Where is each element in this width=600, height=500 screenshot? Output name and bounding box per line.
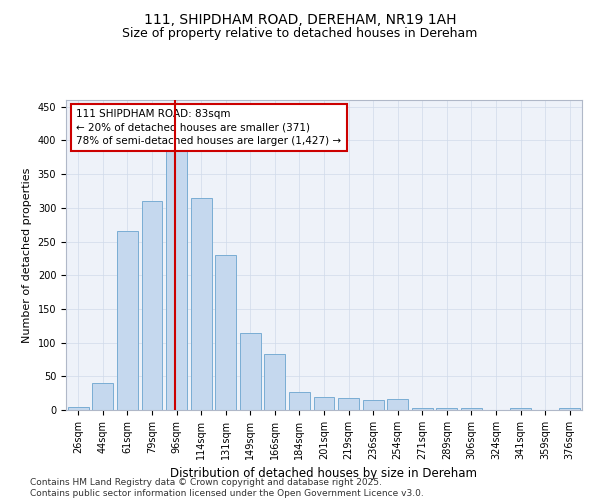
Bar	[92, 383, 113, 410]
Bar	[461, 408, 482, 410]
Bar	[68, 406, 89, 410]
Bar	[412, 408, 433, 410]
Bar	[314, 396, 334, 410]
Bar	[436, 408, 457, 410]
Bar	[362, 400, 383, 410]
Bar	[289, 392, 310, 410]
Text: Contains HM Land Registry data © Crown copyright and database right 2025.
Contai: Contains HM Land Registry data © Crown c…	[30, 478, 424, 498]
Bar	[142, 201, 163, 410]
Text: 111 SHIPDHAM ROAD: 83sqm
← 20% of detached houses are smaller (371)
78% of semi-: 111 SHIPDHAM ROAD: 83sqm ← 20% of detach…	[76, 110, 341, 146]
Bar	[215, 255, 236, 410]
Bar	[240, 332, 261, 410]
Y-axis label: Number of detached properties: Number of detached properties	[22, 168, 32, 342]
X-axis label: Distribution of detached houses by size in Dereham: Distribution of detached houses by size …	[170, 468, 478, 480]
Bar	[191, 198, 212, 410]
Text: Size of property relative to detached houses in Dereham: Size of property relative to detached ho…	[122, 28, 478, 40]
Bar	[559, 408, 580, 410]
Bar	[338, 398, 359, 410]
Bar	[387, 399, 408, 410]
Bar	[117, 232, 138, 410]
Bar	[265, 354, 286, 410]
Bar	[166, 150, 187, 410]
Text: 111, SHIPDHAM ROAD, DEREHAM, NR19 1AH: 111, SHIPDHAM ROAD, DEREHAM, NR19 1AH	[144, 12, 456, 26]
Bar	[510, 408, 531, 410]
